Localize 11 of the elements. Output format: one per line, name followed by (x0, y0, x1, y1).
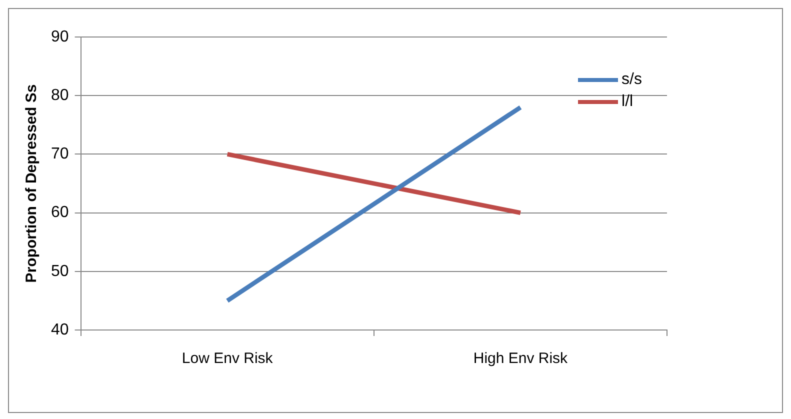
y-tick-label: 70 (51, 146, 69, 163)
legend-label: s/s (622, 70, 642, 90)
y-tick-label: 60 (51, 204, 69, 222)
y-tick-label: 80 (51, 87, 69, 104)
legend-label: l/l (622, 92, 634, 112)
y-tick-label: 50 (51, 262, 69, 280)
x-tick-label: Low Env Risk (182, 350, 274, 368)
x-tick-label: High Env Risk (473, 350, 568, 368)
y-axis-title: Proportion of Depressed Ss (23, 84, 40, 283)
y-tick-label: 40 (51, 321, 69, 338)
y-tick-label: 90 (51, 28, 69, 46)
